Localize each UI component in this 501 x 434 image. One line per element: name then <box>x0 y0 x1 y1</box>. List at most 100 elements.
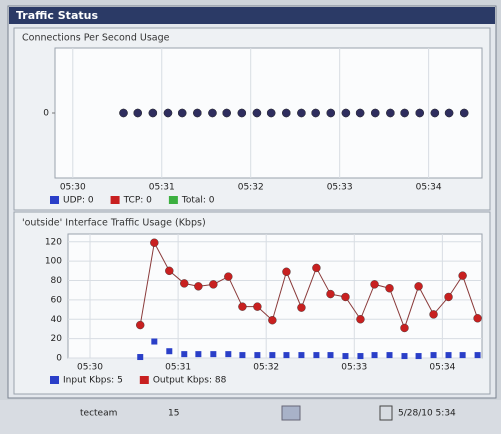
marker <box>356 315 365 324</box>
marker <box>313 352 320 359</box>
marker <box>326 289 335 299</box>
marker <box>342 353 349 360</box>
y-tick-label: 80 <box>51 276 63 286</box>
title-bar <box>9 7 495 24</box>
status-bar <box>0 400 501 434</box>
marker <box>210 351 217 358</box>
legend-label: Output Kbps: 88 <box>153 376 227 386</box>
marker <box>133 108 142 118</box>
legend-label: Total: 0 <box>181 196 215 206</box>
y-tick-label: 60 <box>51 295 63 305</box>
marker <box>355 108 365 118</box>
status-user: tecteam <box>80 409 117 419</box>
marker <box>193 108 202 118</box>
x-tick-label: 05:33 <box>327 183 353 193</box>
y-tick-label: 40 <box>51 315 63 325</box>
marker <box>148 108 158 118</box>
marker <box>209 280 218 289</box>
marker <box>297 303 306 312</box>
marker <box>444 292 453 302</box>
plot-area <box>67 233 483 359</box>
marker <box>222 108 231 118</box>
legend-label: Input Kbps: 5 <box>63 376 123 386</box>
x-tick-label: 05:30 <box>60 183 86 193</box>
marker <box>371 108 380 118</box>
marker <box>312 263 321 273</box>
marker <box>371 352 378 359</box>
x-tick-label: 05:31 <box>165 363 191 373</box>
marker <box>386 352 393 359</box>
marker <box>326 108 335 118</box>
marker <box>282 267 291 276</box>
marker <box>238 302 247 311</box>
marker <box>460 108 469 118</box>
marker <box>444 108 454 118</box>
marker <box>298 352 305 359</box>
marker <box>400 323 409 333</box>
status-icon[interactable] <box>281 405 301 421</box>
marker <box>283 352 290 359</box>
marker <box>180 279 189 288</box>
status-datetime: 5/28/10 5:34 <box>398 409 456 419</box>
marker <box>445 352 452 359</box>
marker <box>459 352 466 359</box>
marker <box>195 351 202 358</box>
legend-label: TCP: 0 <box>123 196 153 206</box>
marker <box>430 108 440 118</box>
marker <box>414 282 423 291</box>
marker <box>225 351 232 358</box>
y-tick-label: 20 <box>51 334 63 344</box>
x-tick-label: 05:32 <box>238 183 264 193</box>
marker <box>357 353 364 360</box>
y-tick-label: 0 <box>56 354 62 364</box>
marker <box>165 266 174 276</box>
marker <box>430 352 437 359</box>
marker <box>327 352 334 359</box>
marker <box>385 284 394 293</box>
marker <box>268 316 277 325</box>
marker <box>429 310 438 319</box>
marker <box>386 108 395 118</box>
x-tick-label: 05:30 <box>77 363 103 373</box>
marker <box>415 108 424 118</box>
marker <box>341 108 351 118</box>
marker <box>282 108 291 118</box>
marker <box>178 108 187 118</box>
marker <box>473 314 482 323</box>
marker <box>119 108 128 118</box>
marker <box>137 354 144 361</box>
legend-swatch <box>50 376 59 384</box>
marker <box>253 302 262 311</box>
marker <box>311 108 320 118</box>
marker <box>341 292 350 302</box>
legend-swatch <box>139 376 149 384</box>
y-tick-label: 120 <box>45 237 62 247</box>
marker <box>136 320 145 330</box>
legend-label: UDP: 0 <box>63 196 94 206</box>
x-tick-label: 05:34 <box>416 183 442 193</box>
marker <box>224 272 233 281</box>
marker <box>166 348 173 355</box>
marker <box>239 352 246 359</box>
marker <box>150 238 159 247</box>
marker <box>194 282 203 291</box>
marker <box>163 108 173 118</box>
marker <box>237 108 247 118</box>
marker <box>297 108 306 118</box>
marker <box>415 353 422 360</box>
marker <box>151 338 158 345</box>
marker <box>208 108 217 118</box>
legend-swatch <box>110 196 120 204</box>
window-title: Traffic Status <box>16 9 98 22</box>
marker <box>254 352 261 359</box>
marker <box>401 353 408 360</box>
x-tick-label: 05:33 <box>341 363 367 373</box>
status-count: 15 <box>168 409 179 419</box>
marker <box>252 108 262 118</box>
lock-icon <box>379 405 393 421</box>
y-tick-label: 100 <box>45 257 62 267</box>
x-tick-label: 05:34 <box>429 363 455 373</box>
y-tick-label: 0 <box>43 109 49 119</box>
